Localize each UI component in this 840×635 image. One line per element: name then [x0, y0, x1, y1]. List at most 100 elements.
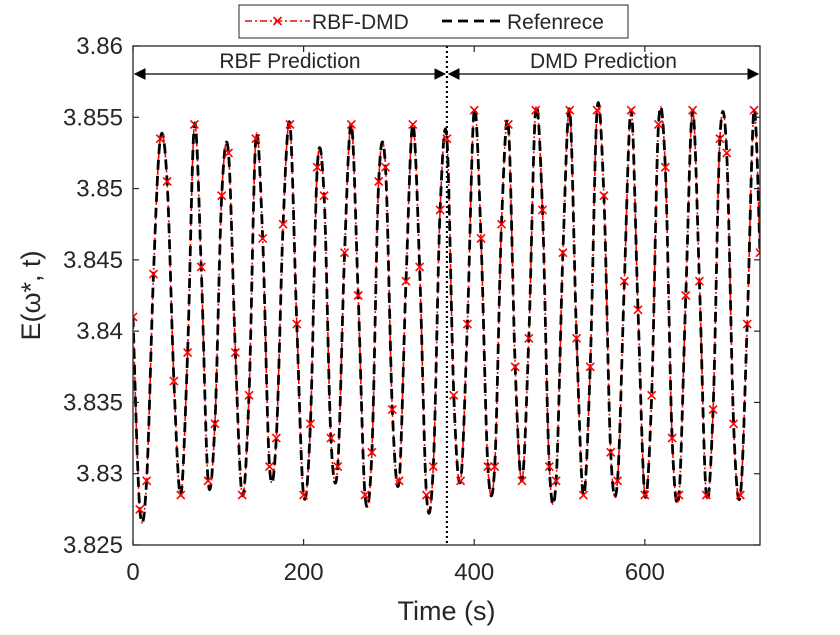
y-tick-label: 3.83 [76, 461, 123, 488]
data-point-marker [490, 462, 500, 472]
x-tick-label: 400 [454, 559, 494, 586]
y-tick-label: 3.84 [76, 318, 123, 345]
data-point-marker [223, 148, 234, 158]
data-point-marker [660, 162, 670, 172]
data-point-marker [510, 362, 520, 372]
data-point-marker [749, 105, 759, 115]
data-point-marker [626, 105, 636, 115]
data-point-marker [681, 290, 691, 301]
data-point-marker [408, 119, 418, 129]
data-point-marker [326, 433, 336, 443]
data-point-marker [189, 119, 199, 129]
data-point-marker [578, 490, 588, 500]
data-point-marker [462, 319, 472, 329]
region-annotations: RBF Prediction DMD Prediction [133, 46, 760, 545]
data-point-marker [285, 119, 295, 129]
legend: RBF-DMD Refenrece [238, 4, 629, 39]
data-point-marker [715, 134, 725, 144]
data-point-marker [133, 312, 138, 322]
data-point-marker [667, 433, 677, 443]
data-point-marker [701, 490, 711, 500]
data-point-marker [312, 162, 322, 172]
y-tick-label: 3.85 [76, 176, 123, 203]
data-point-marker [374, 176, 384, 187]
data-point-marker [299, 490, 309, 500]
data-point-marker [599, 191, 609, 201]
plot-frame [132, 45, 761, 546]
data-point-marker [722, 148, 732, 158]
region-label: DMD Prediction [530, 50, 677, 73]
legend-swatch-marker [272, 16, 283, 26]
data-point-marker [531, 105, 541, 115]
data-point-marker [415, 262, 425, 272]
data-point-marker [251, 134, 261, 144]
data-point-marker [674, 490, 684, 500]
data-point-marker [230, 347, 240, 358]
data-point-marker [271, 433, 281, 443]
data-point-marker [237, 490, 247, 500]
data-point-marker [612, 476, 623, 486]
data-point-marker [633, 305, 643, 315]
legend-box [238, 4, 629, 39]
axes: 0 200 400 600 3.825 3.83 3.835 3.84 3.845 3.85 3.8… [63, 33, 760, 586]
data-point-marker [203, 476, 213, 486]
data-point-marker [442, 134, 452, 144]
data-point-marker [421, 490, 432, 500]
data-point-marker [142, 476, 152, 486]
data-point-marker [319, 191, 329, 201]
data-point-marker [162, 176, 172, 187]
data-point-marker [517, 476, 527, 486]
data-point-marker [558, 248, 568, 258]
data-point-marker [346, 119, 356, 129]
plot-area-background [133, 46, 760, 545]
data-point-marker [544, 462, 554, 472]
data-point-marker [387, 404, 397, 415]
data-point-marker [367, 447, 377, 457]
data-point-marker [694, 276, 704, 286]
data-point-marker [264, 462, 275, 472]
y-tick-label: 3.845 [63, 247, 123, 274]
region-label: RBF Prediction [219, 50, 360, 73]
data-point-marker [640, 490, 650, 500]
data-point-marker [196, 262, 206, 272]
data-point-marker [688, 105, 698, 115]
x-tick-label: 0 [126, 559, 139, 586]
data-point-marker [456, 476, 466, 486]
data-point-marker [380, 162, 391, 172]
data-point-marker [183, 347, 193, 358]
data-point-marker [572, 333, 582, 343]
data-point-marker [755, 248, 760, 258]
data-point-marker [135, 504, 145, 514]
data-point-marker [537, 205, 548, 215]
data-point-marker [401, 276, 411, 286]
legend-label: Refenrece [507, 11, 604, 34]
data-point-marker [333, 462, 343, 472]
data-point-marker [551, 476, 561, 486]
x-axis-title: Time (s) [398, 596, 496, 626]
data-point-marker [360, 490, 370, 500]
data-point-marker [217, 191, 227, 201]
data-point-marker [503, 119, 513, 129]
data-point-marker [292, 319, 302, 329]
y-tick-label: 3.825 [63, 532, 123, 559]
data-point-marker [606, 447, 616, 457]
data-point-marker [619, 276, 629, 286]
y-tick-label: 3.835 [63, 389, 123, 416]
data-point-marker [728, 419, 739, 429]
data-point-marker [469, 105, 479, 115]
data-point-marker [428, 462, 438, 472]
data-point-marker [278, 219, 288, 229]
data-point-marker [353, 290, 363, 301]
data-point-marker [647, 390, 657, 400]
data-point-marker [305, 419, 316, 429]
data-point-marker [476, 233, 486, 244]
data-point-marker [176, 490, 186, 500]
x-tick-label: 200 [284, 559, 324, 586]
series-layer [133, 101, 760, 525]
data-point-marker [155, 134, 165, 144]
data-point-marker [742, 319, 752, 329]
data-point-marker [169, 376, 179, 386]
data-point-marker [258, 233, 268, 244]
